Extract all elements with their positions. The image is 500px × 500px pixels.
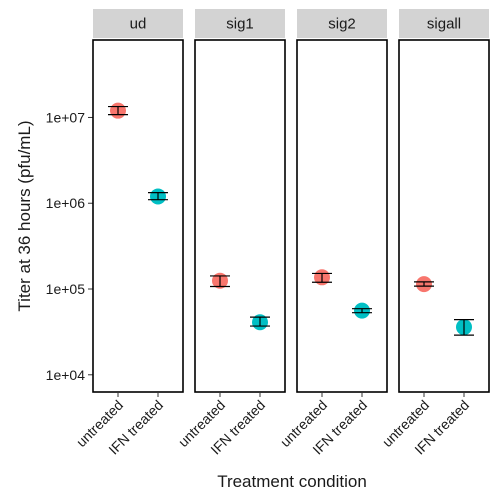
facet-strip — [399, 9, 489, 38]
facet-strip-label: ud — [130, 16, 147, 33]
facet-strip — [297, 9, 387, 38]
y-tick-label: 1e+04 — [46, 367, 86, 383]
y-tick-label: 1e+05 — [46, 281, 86, 297]
facet-panel — [194, 39, 286, 393]
y-axis-title: Titer at 36 hours (pfu/mL) — [15, 120, 34, 311]
y-tick-label: 1e+06 — [46, 195, 86, 211]
x-axis-title: Treatment condition — [217, 472, 367, 491]
facet-strip — [195, 9, 285, 38]
facet-strip-label: sig2 — [328, 16, 356, 33]
facet-panel — [296, 39, 388, 393]
facet-strip — [93, 9, 183, 38]
facet-strip-label: sigall — [427, 16, 461, 33]
facet-panel — [92, 39, 184, 393]
y-axis: 1e+04 1e+05 1e+06 1e+07 — [46, 109, 93, 383]
y-tick-label: 1e+07 — [46, 109, 86, 125]
facet-panel — [398, 39, 490, 393]
facet-strip-label: sig1 — [226, 16, 254, 33]
